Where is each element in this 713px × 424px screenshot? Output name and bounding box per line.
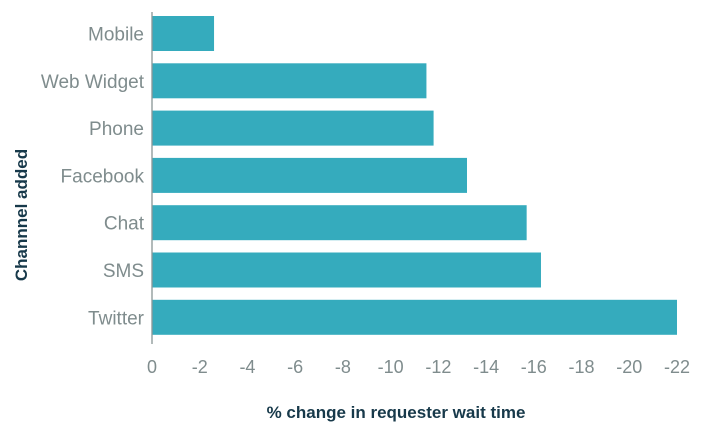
x-tick-label: -16 [521, 357, 547, 377]
bars-layer [152, 16, 678, 335]
bar-sms [152, 252, 541, 288]
category-label: SMS [103, 261, 144, 282]
x-tick-label: 0 [147, 357, 157, 377]
x-tick-label: -18 [569, 357, 595, 377]
x-tick-labels: 0 -2 -4 -6 -8 -10 -12 -14 -16 -18 -20 -22 [147, 357, 690, 377]
x-tick-label: -22 [664, 357, 690, 377]
y-axis-title: Channnel added [12, 149, 31, 281]
bar-chat [152, 205, 527, 241]
x-tick-label: -14 [473, 357, 499, 377]
x-axis-title: % change in requester wait time [267, 403, 526, 422]
bar-facebook [152, 157, 467, 193]
x-tick-label: -6 [287, 357, 303, 377]
x-tick-label: -10 [378, 357, 404, 377]
category-label: Web Widget [41, 72, 145, 93]
category-label: Facebook [61, 166, 145, 187]
category-label: Mobile [88, 25, 144, 46]
bar-twitter [152, 299, 678, 335]
x-tick-label: -8 [335, 357, 351, 377]
x-tick-label: -2 [192, 357, 208, 377]
category-label: Phone [89, 119, 144, 140]
bar-phone [152, 110, 434, 146]
x-tick-label: -12 [425, 357, 451, 377]
x-tick-label: -20 [616, 357, 642, 377]
bar-mobile [152, 16, 215, 51]
category-labels: Mobile Web Widget Phone Facebook Chat SMS Twit… [41, 25, 145, 330]
category-label: Chat [104, 214, 145, 235]
x-tick-label: -4 [239, 357, 255, 377]
category-label: Twitter [88, 308, 145, 329]
bar-web-widget [152, 63, 427, 99]
